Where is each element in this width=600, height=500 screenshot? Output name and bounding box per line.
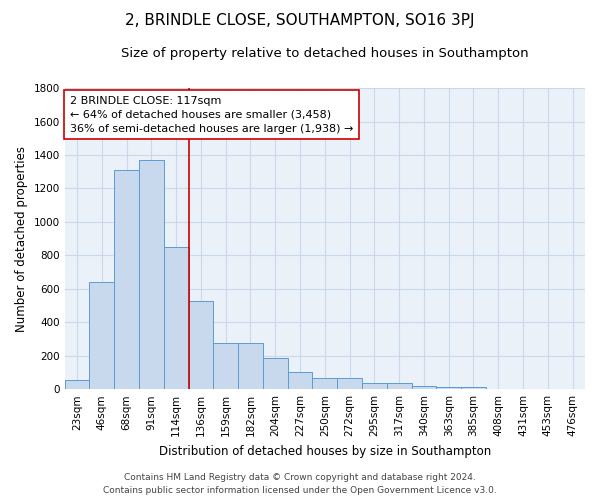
Bar <box>188 302 214 389</box>
Bar <box>436 387 461 389</box>
Title: Size of property relative to detached houses in Southampton: Size of property relative to detached ho… <box>121 48 529 60</box>
Y-axis label: Number of detached properties: Number of detached properties <box>15 146 28 332</box>
Text: 2 BRINDLE CLOSE: 117sqm
← 64% of detached houses are smaller (3,458)
36% of semi: 2 BRINDLE CLOSE: 117sqm ← 64% of detache… <box>70 96 353 134</box>
Text: 2, BRINDLE CLOSE, SOUTHAMPTON, SO16 3PJ: 2, BRINDLE CLOSE, SOUTHAMPTON, SO16 3PJ <box>125 12 475 28</box>
Bar <box>362 384 387 389</box>
X-axis label: Distribution of detached houses by size in Southampton: Distribution of detached houses by size … <box>159 444 491 458</box>
Bar <box>412 386 436 389</box>
Bar <box>114 170 139 389</box>
Bar <box>89 282 114 389</box>
Bar <box>65 380 89 389</box>
Bar <box>461 387 486 389</box>
Bar <box>263 358 287 389</box>
Bar <box>139 160 164 389</box>
Bar <box>164 247 188 389</box>
Bar <box>238 343 263 389</box>
Text: Contains HM Land Registry data © Crown copyright and database right 2024.
Contai: Contains HM Land Registry data © Crown c… <box>103 474 497 495</box>
Bar <box>214 343 238 389</box>
Bar <box>313 378 337 389</box>
Bar <box>287 372 313 389</box>
Bar <box>387 384 412 389</box>
Bar <box>337 378 362 389</box>
